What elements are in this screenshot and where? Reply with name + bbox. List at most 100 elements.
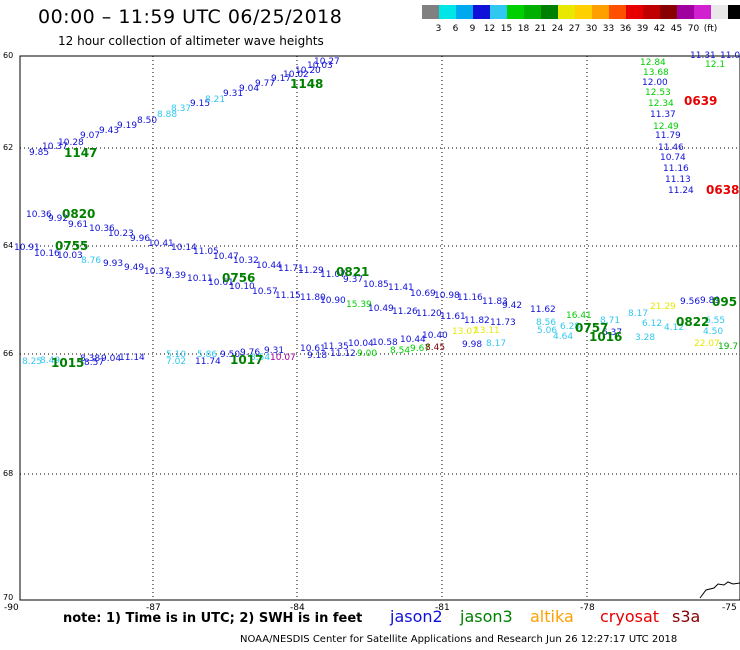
wave-height-value: 9.50 — [220, 350, 241, 360]
legend-swatch — [507, 5, 524, 19]
wave-height-value: 10.74 — [660, 153, 686, 163]
lat-label-64: 64 — [3, 241, 14, 250]
wave-height-value: 10.44 — [256, 261, 282, 271]
wave-height-value: 13.11 — [474, 326, 500, 336]
wave-height-value: 11.16 — [457, 293, 483, 303]
lat-label-70: 70 — [3, 593, 14, 602]
wave-height-value: 15.39 — [346, 300, 372, 310]
wave-height-value: 8.17 — [628, 309, 649, 319]
wave-height-value: 9.89 — [700, 296, 721, 306]
wave-height-value: 22.07 — [694, 339, 720, 349]
wave-height-value: 8.38 — [80, 354, 101, 364]
legend-label: 39 — [636, 24, 649, 34]
wave-height-value: 9.85 — [29, 148, 50, 158]
wave-height-value: 11.24 — [668, 186, 694, 196]
wave-height-value: 5.86 — [197, 350, 218, 360]
wave-height-value: 6.12 — [642, 319, 663, 329]
wave-height-value: 10.03 — [57, 251, 83, 261]
wave-height-value: 11.82 — [464, 316, 490, 326]
wave-height-value: 9.18 — [307, 351, 328, 361]
wave-height-value: 10.27 — [314, 57, 340, 67]
wave-height-value: 9.15 — [190, 99, 211, 109]
wave-height-value: 8.54 — [390, 346, 411, 356]
lat-label-62: 62 — [3, 143, 14, 152]
wave-height-value: 11.14 — [119, 353, 145, 363]
page-subtitle: 12 hour collection of altimeter wave hei… — [58, 34, 324, 48]
lat-label-66: 66 — [3, 349, 14, 358]
wave-height-value: 6.28 — [560, 322, 581, 332]
wave-height-value: 9.76 — [240, 348, 261, 358]
wave-height-value: 9.31 — [223, 89, 244, 99]
legend-swatch — [643, 5, 660, 19]
sat-jason3-label: jason3 — [460, 607, 513, 626]
wave-height-value: 12.34 — [648, 99, 674, 109]
legend-swatch — [626, 5, 643, 19]
wave-height-value: 9.49 — [124, 263, 145, 273]
wave-height-value: 10.61 — [300, 344, 326, 354]
lon-label-87: -87 — [146, 603, 161, 613]
wave-height-value: 11.20 — [416, 309, 442, 319]
wave-height-value: 10.58 — [372, 338, 398, 348]
wave-height-value: 12.84 — [640, 58, 666, 68]
wave-height-value: 10.69 — [410, 289, 436, 299]
legend-label: 21 — [534, 24, 547, 34]
legend-swatch — [677, 5, 694, 19]
wave-height-value: 10.41 — [148, 239, 174, 249]
wave-height-value: 19.7 — [718, 342, 739, 352]
grid-lines — [20, 56, 740, 600]
sat-cryosat-label: cryosat — [600, 607, 660, 626]
wave-height-value: 5.10 — [166, 350, 187, 360]
wave-height-value: 13.68 — [643, 68, 669, 78]
wave-height-value: 5.06 — [537, 326, 558, 336]
wave-height-value: 11.83 — [482, 297, 508, 307]
wave-height-value: 8.37 — [171, 104, 192, 114]
wave-height-value: 11.26 — [392, 307, 418, 317]
wave-height-value: 10.03 — [307, 61, 333, 71]
legend-label: 6 — [452, 24, 459, 34]
legend-swatch — [660, 5, 677, 19]
wave-height-value: 11.62 — [530, 305, 556, 315]
wave-height-value: 8.54 — [250, 353, 271, 363]
legend-swatch — [728, 5, 740, 19]
wave-height-value: 13.07 — [452, 327, 478, 337]
wave-height-value: 8.25 — [22, 357, 43, 367]
wave-height-value: 9.04 — [101, 354, 122, 364]
legend-label: 36 — [619, 24, 632, 34]
pass-time-value: 0820 — [62, 207, 96, 221]
pass-time-value: 1016 — [589, 330, 623, 344]
wave-height-value: 11.73 — [490, 318, 516, 328]
wave-height-value: 3.28 — [635, 333, 656, 343]
wave-height-value: 7.02 — [166, 357, 187, 367]
wave-height-value: 10.49 — [368, 304, 394, 314]
pass-time-value: 1147 — [64, 146, 98, 160]
wave-height-value: 10.90 — [320, 296, 346, 306]
wave-height-value: 8.49 — [40, 356, 61, 366]
pass-time-value: 0639 — [684, 94, 718, 108]
legend-swatch — [439, 5, 456, 19]
wave-height-value: 10.85 — [363, 280, 389, 290]
wave-height-value: 11.12 — [330, 349, 356, 359]
wave-height-value: 9.93 — [103, 259, 124, 269]
wave-height-value: 10.11 — [187, 274, 213, 284]
footnote: note: 1) Time is in UTC; 2) SWH is in fe… — [63, 611, 363, 626]
wave-height-value: 11.46 — [658, 143, 684, 153]
wave-height-value: 10.16 — [34, 249, 60, 259]
wave-height-value: 10.23 — [108, 229, 134, 239]
wave-height-value: 11.15 — [275, 291, 301, 301]
wave-height-value: 9.04 — [239, 84, 260, 94]
legend-swatch — [558, 5, 575, 19]
wave-height-value: 4.12 — [664, 323, 685, 333]
wave-height-value: 8.50 — [137, 116, 158, 126]
legend-swatch — [456, 5, 473, 19]
wave-height-value: 10.04 — [348, 339, 374, 349]
wave-height-value: 10.44 — [400, 335, 426, 345]
pass-time-value: 0638 — [706, 183, 740, 197]
wave-height-value: 8.76 — [81, 256, 102, 266]
wave-height-value: 9.56 — [680, 297, 701, 307]
legend-label: 18 — [517, 24, 530, 34]
plot-border — [19, 55, 740, 601]
legend-swatch — [592, 5, 609, 19]
legend-label: 9 — [469, 24, 476, 34]
wave-height-value: 11.79 — [655, 131, 681, 141]
wave-height-value: 8.57 — [84, 358, 105, 368]
